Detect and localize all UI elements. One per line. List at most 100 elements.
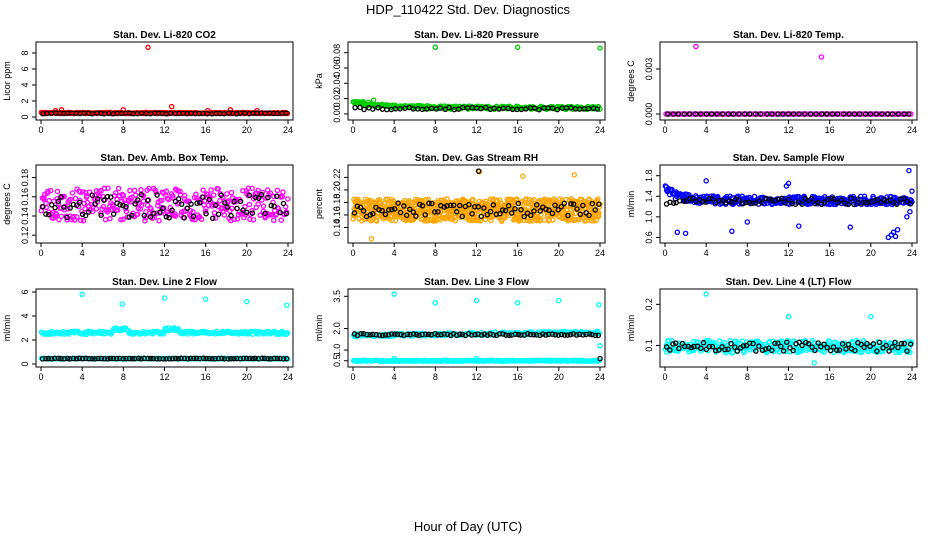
data-point [561,200,568,207]
data-point [685,343,692,350]
data-point [243,355,250,362]
data-point [469,211,475,217]
data-point [483,198,489,205]
y-tick-label: 6 [20,289,30,294]
data-point [267,190,274,197]
data-point [577,211,584,218]
data-point [876,111,882,117]
data-point [55,198,62,205]
data-point [756,343,762,349]
data-point [131,187,138,194]
data-point [98,355,104,362]
data-point [280,356,287,362]
y-axis-label: degrees C [626,60,636,102]
data-point [475,168,482,174]
data-point [208,187,214,193]
data-point [128,212,135,219]
data-point [120,216,126,222]
data-point [496,331,503,337]
data-point [55,355,62,362]
y-tick-label: 0.16 [332,206,342,224]
data-point [470,196,476,203]
x-tick-label: 16 [513,372,523,382]
data-point [596,204,603,210]
data-point [803,339,809,346]
data-point [382,211,389,218]
data-point [904,214,910,220]
data-point [740,343,747,349]
data-point [80,189,86,195]
x-tick-label: 8 [121,248,126,258]
data-point [177,188,183,195]
data-point [82,212,89,219]
data-point [776,196,782,202]
x-tick-label: 4 [704,248,709,258]
data-point [453,209,460,215]
data-point [663,344,670,350]
data-point [163,356,169,362]
x-tick-label: 0 [662,125,667,135]
y-tick-label: 0.6 [644,231,654,244]
x-axis-label: Hour of Day (UTC) [414,519,522,534]
y-axis-label: ml/min [314,315,324,342]
data-point [785,313,792,320]
data-point [819,111,825,117]
data-point [61,193,67,200]
data-point [175,355,181,362]
data-point [716,347,722,353]
data-point [104,193,111,200]
data-point [403,212,410,219]
data-point [512,331,519,337]
data-point [259,355,265,362]
data-point [189,216,195,222]
data-point [113,355,120,362]
data-point [101,356,108,362]
data-point [769,197,775,204]
x-tick-label: 8 [433,372,438,382]
data-point [815,340,821,346]
y-tick-label: 1.4 [644,190,654,203]
data-point [796,223,802,229]
data-point [500,331,506,337]
data-point [870,341,877,347]
data-point [886,348,892,354]
data-point [382,332,389,338]
data-point [407,206,413,213]
data-point [82,206,88,212]
data-point [70,355,77,362]
data-point [901,341,908,347]
data-point [413,331,420,338]
data-point [148,205,154,212]
x-tick-label: 4 [80,125,85,135]
data-point [178,201,185,207]
data-point [358,330,364,337]
data-point [391,355,397,362]
data-point [570,201,577,207]
data-point [283,210,290,217]
data-point [48,202,55,208]
data-points [38,44,291,117]
data-point [432,44,439,51]
x-tick-label: 20 [554,372,564,382]
data-point [228,356,234,362]
data-point [782,199,788,206]
data-point [530,331,537,338]
data-point [452,218,459,224]
data-point [240,187,246,194]
data-point [367,332,374,338]
data-point [858,341,864,348]
data-point [769,347,775,354]
x-tick-label: 20 [554,248,564,258]
data-point [370,210,376,217]
data-point [224,204,231,210]
data-point [53,211,60,218]
data-point [459,331,466,338]
data-point [555,207,561,213]
data-point [586,331,593,337]
data-point [441,204,447,210]
data-point [110,355,117,362]
data-point [722,346,728,353]
x-tick-label: 12 [471,248,481,258]
data-point [790,111,797,117]
data-point [438,331,444,338]
